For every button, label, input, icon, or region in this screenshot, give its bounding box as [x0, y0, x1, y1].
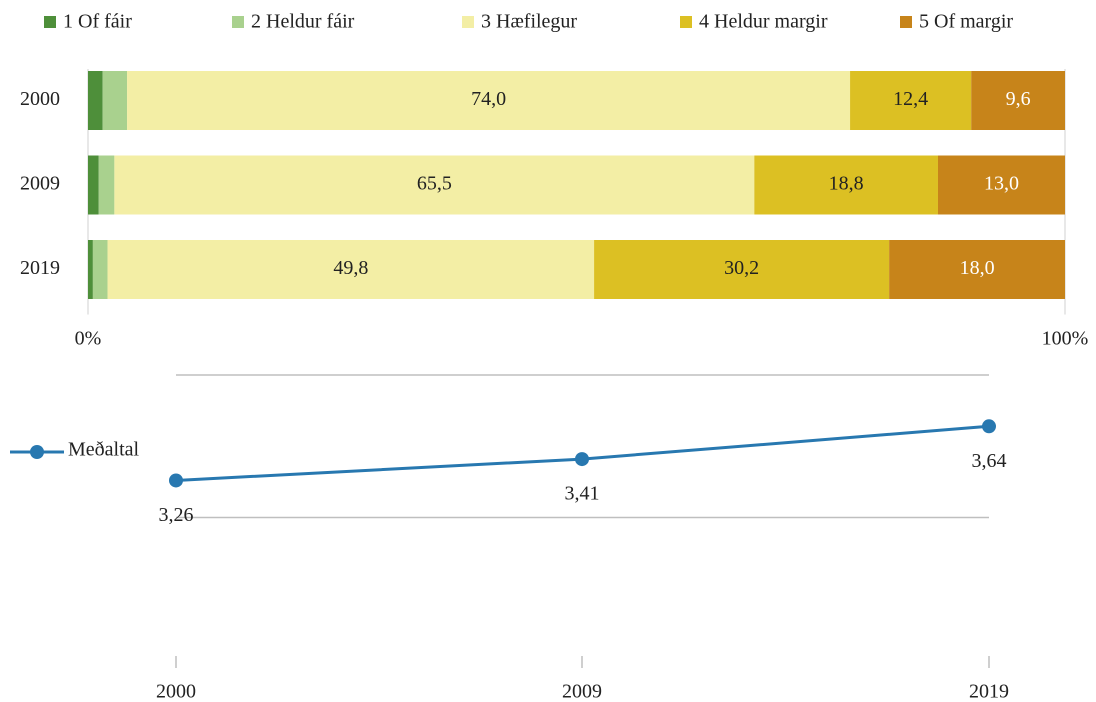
bar-segment	[937, 155, 1065, 215]
y-tick-label: 2000	[20, 88, 60, 110]
data-label: 12,4	[893, 88, 928, 110]
bar-segment	[754, 155, 938, 215]
point	[982, 419, 996, 434]
bar-segment	[107, 240, 595, 299]
bar-segment	[88, 71, 103, 130]
data-label: 18,0	[960, 257, 995, 279]
data-label: 13,0	[984, 173, 1019, 195]
bar-segment	[594, 240, 890, 299]
legend-label: 5 Of margir	[919, 11, 1013, 33]
data-label: 49,8	[333, 257, 368, 279]
data-label: 3,26	[159, 504, 194, 526]
legend-label: 3 Hæfilegur	[481, 11, 577, 33]
legend-marker	[30, 445, 44, 459]
bar-segment	[88, 155, 99, 215]
y-tick-label: 2019	[20, 257, 60, 279]
x-tick-label: 2019	[969, 681, 1009, 702]
x-tick-label: 2000	[156, 681, 196, 702]
legend-swatch	[462, 16, 474, 28]
bar-segment	[127, 71, 851, 130]
legend-label: Meðaltal	[68, 439, 140, 461]
bar-segment	[88, 240, 93, 299]
legend-swatch	[680, 16, 692, 28]
bar-segment	[114, 155, 755, 215]
data-label: 18,8	[829, 173, 864, 195]
bar-segment	[102, 71, 128, 130]
bar-segment	[98, 155, 115, 215]
bar-segment	[889, 240, 1065, 299]
y-tick-label: 2009	[20, 173, 60, 195]
data-label: 30,2	[724, 257, 759, 279]
point	[575, 452, 589, 467]
x-tick-label: 2009	[562, 681, 602, 702]
legend-swatch	[44, 16, 56, 28]
data-label: 9,6	[1006, 88, 1031, 110]
data-label: 65,5	[417, 173, 452, 195]
legend-swatch	[900, 16, 912, 28]
legend-label: 4 Heldur margir	[699, 11, 828, 33]
point	[169, 473, 183, 488]
data-label: 3,64	[972, 450, 1007, 472]
data-label: 74,0	[471, 88, 506, 110]
bar-segment	[92, 240, 108, 299]
bar-segment	[850, 71, 972, 130]
data-label: 3,41	[565, 483, 600, 505]
legend-swatch	[232, 16, 244, 28]
bar-segment	[971, 71, 1065, 130]
x-tick-label: 100%	[1042, 328, 1089, 350]
x-tick-label: 0%	[75, 328, 102, 350]
legend-label: 1 Of fáir	[63, 11, 132, 33]
legend-label: 2 Heldur fáir	[251, 11, 355, 33]
